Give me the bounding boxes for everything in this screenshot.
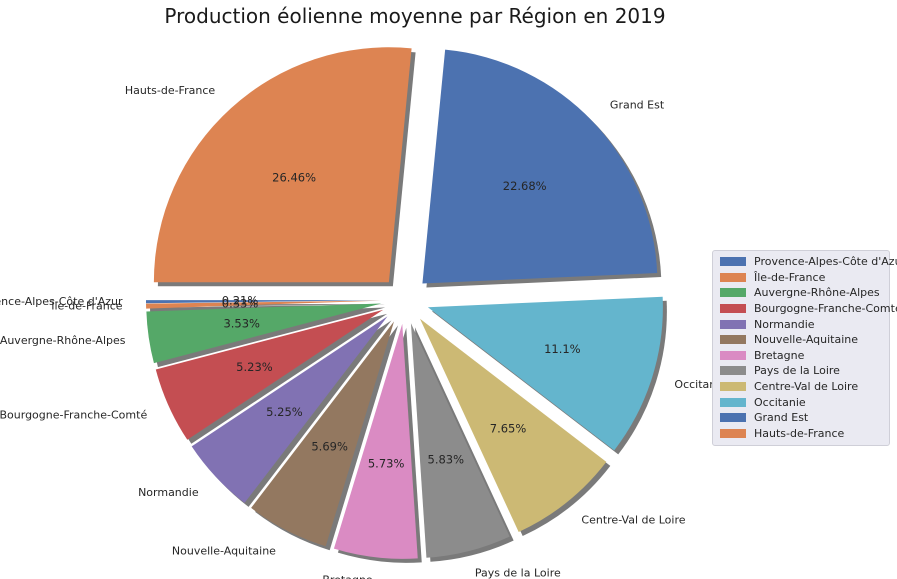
slice-label-hauts-de-france: Hauts-de-France [125,84,216,97]
legend-swatch [720,428,746,438]
legend-swatch [720,257,746,267]
legend-item-bretagne: Bretagne [713,348,889,364]
legend-item-pays-de-la-loire: Pays de la Loire [713,363,889,379]
legend: Provence-Alpes-Côte d'Azur Île-de-France A… [712,250,897,447]
legend-item-hauts-de-france: Hauts-de-France [713,426,889,442]
legend-item-occitanie: Occitanie [713,394,889,410]
pie-slice-centre-val-de-loire [419,318,607,533]
pie-slice-nouvelle-aquitaine [251,321,395,547]
legend-item-auvergne-rhone-alpes: Auvergne-Rhône-Alpes [713,285,889,301]
legend-swatch [720,335,746,345]
pie-slice-grand-est [422,49,658,284]
legend-item-nouvelle-aquitaine: Nouvelle-Aquitaine [713,332,889,348]
pct-label-centre-val-de-loire: 7.65% [490,421,527,435]
pie-slice-bourgogne-franche-comte [155,309,384,440]
pie-slice-bretagne [333,323,418,559]
legend-label: Nouvelle-Aquitaine [754,333,859,347]
legend-item-bourgogne-franche-comte: Bourgogne-Franche-Comté [713,301,897,317]
pie-slice-auvergne-rhone-alpes [146,303,382,364]
legend-swatch [720,413,746,423]
pie-slice-normandie [191,316,388,503]
legend-label: Hauts-de-France [754,426,845,440]
pie-slice-provence-alpes-cote-d-azur [146,300,382,304]
legend-swatch [720,288,746,298]
legend-swatch [720,304,746,314]
slice-label-auvergne-rhone-alpes: Auvergne-Rhône-Alpes [0,334,126,347]
legend-label: Pays de la Loire [754,364,840,378]
pie-slice-hauts-de-france [153,47,412,283]
pie-slice-occitanie [427,296,663,451]
pct-label-nouvelle-aquitaine: 5.69% [311,439,348,453]
legend-label: Occitanie [754,395,806,409]
pie-slices [146,47,663,559]
slice-label-centre-val-de-loire: Centre-Val de Loire [581,514,685,527]
pct-label-bretagne: 5.73% [368,456,405,470]
legend-label: Bourgogne-Franche-Comté [754,302,897,316]
legend-label: Bretagne [754,348,805,362]
pct-label-provence-alpes-cote-d-azur: 0.21% [222,294,259,308]
slice-label-normandie: Normandie [138,486,199,499]
pct-label-grand-est: 22.68% [503,179,547,193]
pct-label-normandie: 5.25% [266,405,303,419]
legend-label: Centre-Val de Loire [754,380,859,394]
pct-label-auvergne-rhone-alpes: 3.53% [223,316,260,330]
slice-label-nouvelle-aquitaine: Nouvelle-Aquitaine [172,544,276,557]
legend-item-provence-alpes-cote-d-azur: Provence-Alpes-Côte d'Azur [713,254,897,270]
legend-label: Grand Est [754,411,809,425]
legend-label: Normandie [754,317,815,331]
pct-label-ile-de-france: 0.33% [222,296,259,310]
pie-slice-ile-de-france [146,300,382,309]
legend-item-ile-de-france: Île-de-France [713,270,889,286]
slice-label-pays-de-la-loire: Pays de la Loire [475,567,561,579]
slice-label-ile-de-france: Île-de-France [50,300,123,313]
slice-label-bourgogne-franche-comte: Bourgogne-Franche-Comté [0,409,147,422]
legend-label: Auvergne-Rhône-Alpes [754,286,880,300]
pct-label-occitanie: 11.1% [544,342,581,356]
slice-label-provence-alpes-cote-d-azur: Provence-Alpes-Côte d'Azur [0,295,123,308]
slice-label-grand-est: Grand Est [610,99,665,112]
legend-swatch [720,397,746,407]
legend-swatch [720,350,746,360]
slice-label-bretagne: Bretagne [322,574,373,579]
legend-item-centre-val-de-loire: Centre-Val de Loire [713,379,889,395]
pct-label-bourgogne-franche-comte: 5.23% [236,360,273,374]
legend-label: Île-de-France [754,270,826,284]
pct-label-pays-de-la-loire: 5.83% [428,452,465,466]
pie-slice-pays-de-la-loire [410,323,510,558]
legend-label: Provence-Alpes-Côte d'Azur [754,255,897,269]
legend-item-grand-est: Grand Est [713,410,889,426]
legend-swatch [720,319,746,329]
legend-swatch [720,366,746,376]
legend-swatch [720,382,746,392]
pct-label-hauts-de-france: 26.46% [272,170,316,184]
chart-title: Production éolienne moyenne par Région e… [164,4,666,28]
legend-swatch [720,272,746,282]
percentage-labels: 0.21%0.33% 3.53% 5.23% 5.25% 5.69% 5.73% 5.83%… [222,170,581,470]
legend-item-normandie: Normandie [713,316,889,332]
